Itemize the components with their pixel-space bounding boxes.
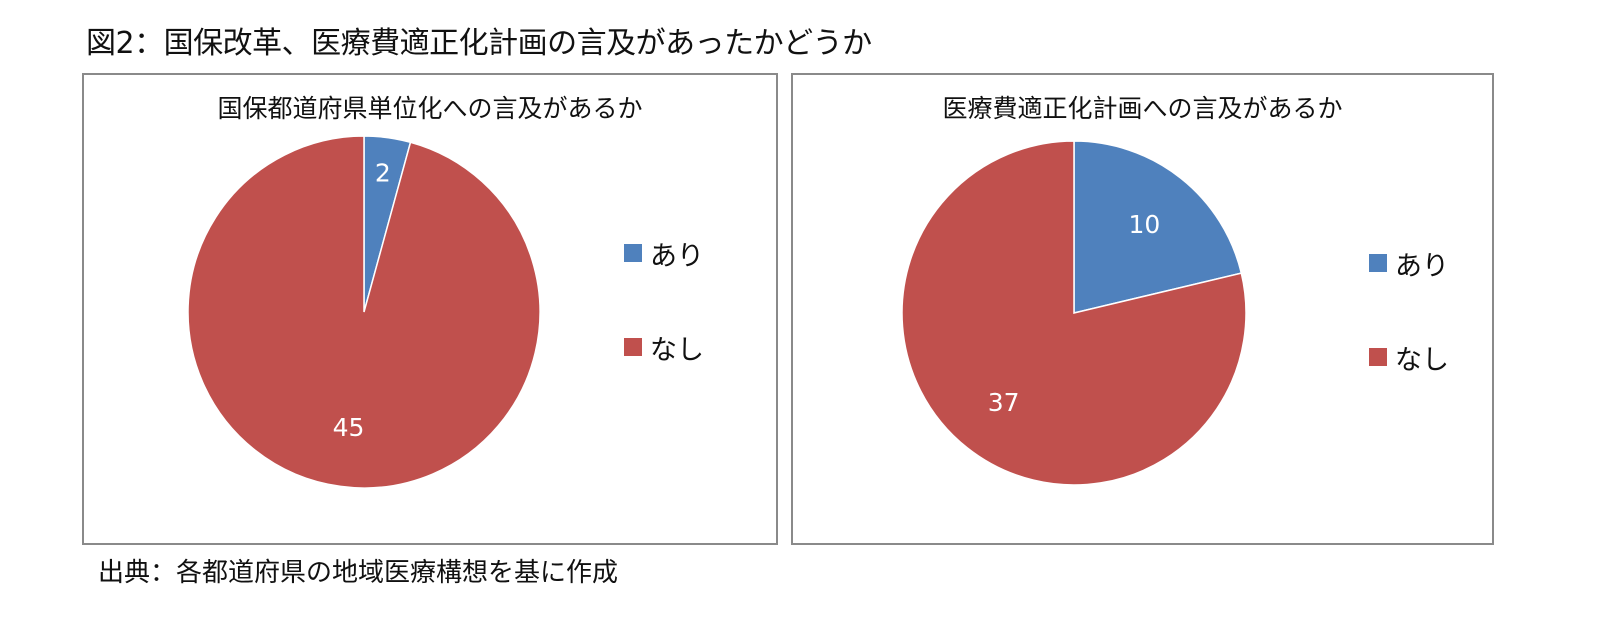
legend-label: なし: [1395, 344, 1449, 376]
chart-panel-2: 10 37 医療費適正化計画への言及があるか あり なし: [791, 73, 1494, 545]
legend-item-ari: あり: [624, 233, 704, 273]
legend-swatch: [1369, 254, 1387, 272]
legend-swatch: [1369, 348, 1387, 366]
legend-item-ari: あり: [1369, 243, 1449, 283]
pie-slice-0: [1073, 140, 1243, 314]
figure-title: 図2：国保改革、医療費適正化計画の言及があったかどうか: [86, 26, 872, 61]
data-label: 37: [988, 388, 1020, 417]
data-label: 45: [333, 413, 365, 442]
legend-item-nashi: なし: [624, 327, 704, 367]
legend: あり なし: [624, 233, 704, 421]
data-label: 2: [375, 158, 391, 187]
pie-slice-1: [187, 135, 541, 489]
legend-item-nashi: なし: [1369, 337, 1449, 377]
legend-label: なし: [650, 334, 704, 366]
chart-title: 医療費適正化計画への言及があるか: [942, 94, 1343, 123]
legend-swatch: [624, 338, 642, 356]
chart-panel-1: 2 45 国保都道府県単位化への言及があるか あり なし: [82, 73, 778, 545]
chart-title: 国保都道府県単位化への言及があるか: [217, 94, 643, 123]
pie-chart-1: 2 45: [187, 135, 541, 489]
legend-label: あり: [1395, 250, 1449, 282]
legend: あり なし: [1369, 243, 1449, 431]
pie-chart-2: 10 37: [901, 140, 1247, 486]
legend-swatch: [624, 244, 642, 262]
pie-slice-1: [901, 140, 1247, 486]
source-note: 出典：各都道府県の地域医療構想を基に作成: [98, 558, 619, 588]
data-label: 10: [1128, 210, 1160, 239]
legend-label: あり: [650, 240, 704, 272]
